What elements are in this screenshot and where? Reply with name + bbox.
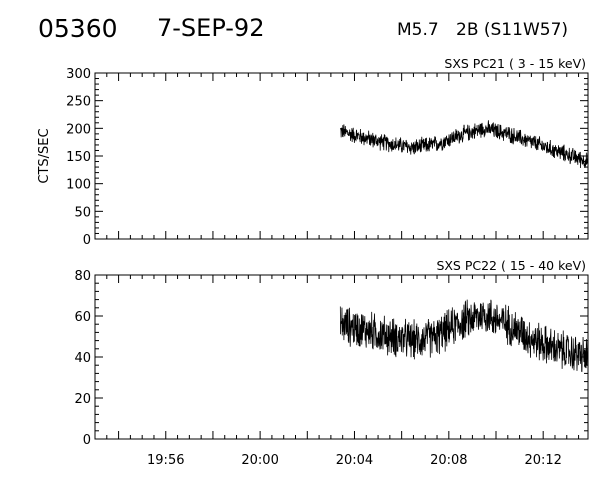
x-tick-label: 20:12	[524, 453, 561, 468]
x-tick-label: 19:56	[147, 453, 184, 468]
y-tick-label: 80	[74, 269, 91, 284]
y-tick-label: 60	[74, 310, 91, 325]
event-id: 05360	[38, 14, 118, 43]
y-tick-label: 150	[66, 150, 91, 165]
x-tick-label: 20:00	[241, 453, 278, 468]
goes-class: M5.7	[397, 20, 439, 40]
plot-frame-1	[94, 72, 589, 240]
y-tick-label: 0	[83, 433, 91, 448]
y-tick-label: 20	[74, 392, 91, 407]
plot-frame-2	[94, 274, 589, 440]
x-tick-label: 20:04	[336, 453, 373, 468]
panel-title-2: SXS PC22 ( 15 - 40 keV)	[436, 258, 586, 273]
flare-location: 2B (S11W57)	[456, 20, 569, 40]
y-tick-label: 200	[66, 122, 91, 137]
x-tick-label: 20:08	[430, 453, 467, 468]
event-date: 7-SEP-92	[157, 14, 265, 42]
y-tick-label: 40	[74, 351, 91, 366]
series-line-2-0	[339, 299, 589, 373]
y-axis-label: CTS/SEC	[37, 128, 52, 183]
series-line-1-0	[339, 120, 589, 168]
y-tick-label: 0	[83, 233, 91, 248]
y-tick-label: 300	[66, 67, 91, 82]
y-tick-label: 50	[74, 205, 91, 220]
y-tick-label: 100	[66, 178, 91, 193]
panel-title-1: SXS PC21 ( 3 - 15 keV)	[444, 56, 586, 71]
y-tick-label: 250	[66, 95, 91, 110]
